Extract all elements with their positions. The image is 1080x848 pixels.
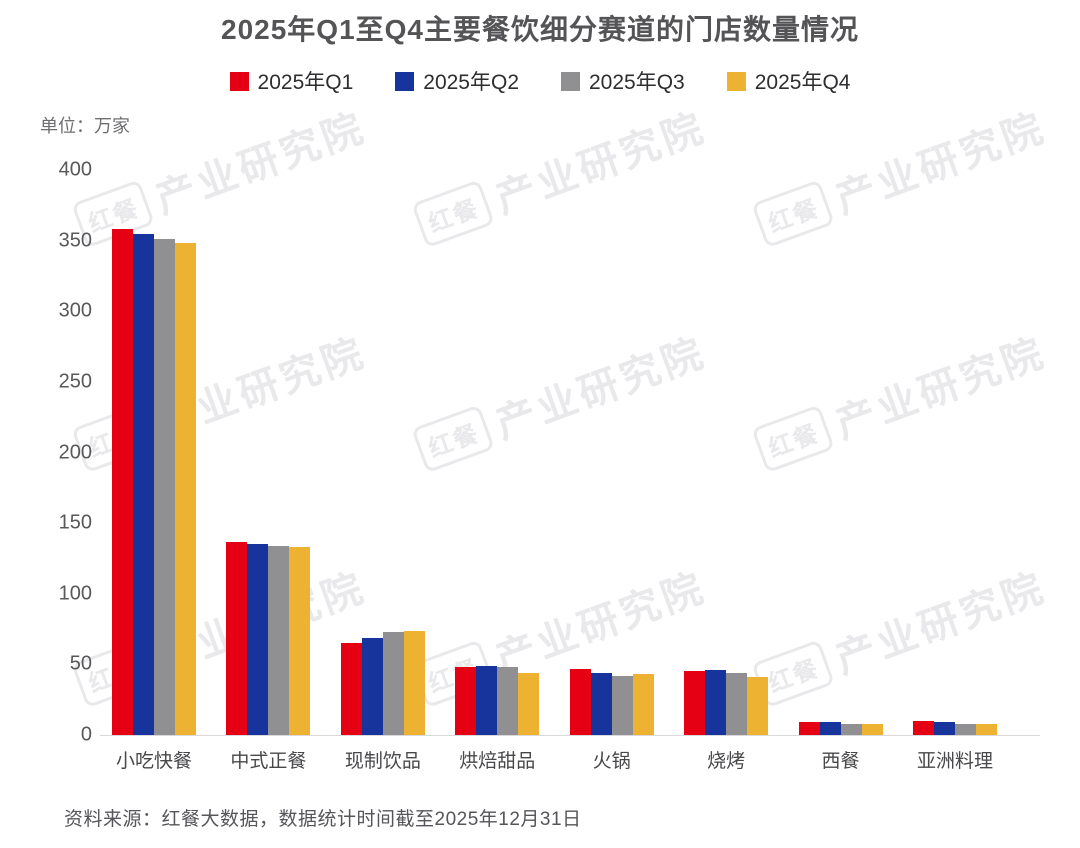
bar-group: 烧烤 (684, 170, 769, 772)
legend-label: 2025年Q4 (754, 71, 851, 94)
bar (247, 544, 269, 735)
bar (819, 722, 841, 735)
bar (133, 233, 154, 735)
bar (403, 630, 425, 735)
bar (268, 545, 290, 735)
bar (154, 239, 175, 735)
y-tick-label: 350 (58, 229, 92, 252)
bar (289, 547, 311, 735)
bar (975, 723, 997, 735)
bar-group: 中式正餐 (226, 170, 311, 772)
y-tick-label: 100 (58, 582, 92, 605)
bar (226, 541, 248, 735)
source-note: 资料来源：红餐大数据，数据统计时间截至2025年12月31日 (64, 809, 582, 830)
bar (840, 723, 862, 735)
bar-group: 西餐 (798, 170, 883, 772)
y-tick-label: 200 (58, 441, 92, 463)
bar (933, 722, 955, 735)
category-label: 亚洲料理 (916, 751, 993, 772)
bar-group: 现制饮品 (340, 170, 425, 772)
x-axis-line (100, 735, 1040, 736)
category-label: 中式正餐 (230, 751, 307, 772)
category-label: 现制饮品 (344, 751, 421, 772)
legend: 2025年Q1 2025年Q2 2025年Q3 2025年Q4 (0, 66, 1080, 96)
legend-item: 2025年Q4 (726, 66, 851, 96)
y-tick-label: 50 (69, 652, 92, 675)
bar (382, 631, 404, 735)
bar (175, 243, 196, 735)
bar (632, 674, 654, 735)
category-label: 火锅 (592, 751, 631, 772)
plot-area: 小吃快餐 中式正餐 现制饮品 烘焙甜品 火锅 烧烤 西餐 亚洲料理 (112, 170, 997, 772)
legend-label: 2025年Q3 (589, 71, 685, 94)
bar (361, 637, 383, 735)
bar (705, 670, 727, 735)
page-title: 2025年Q1至Q4主要餐饮细分赛道的门店数量情况 (221, 14, 859, 45)
legend-swatch-icon (395, 71, 415, 91)
bar-group: 烘焙甜品 (455, 170, 540, 772)
category-label: 西餐 (821, 751, 860, 772)
bar (476, 665, 498, 735)
bar (112, 229, 133, 735)
bar (455, 667, 477, 735)
category-label: 烘焙甜品 (459, 751, 536, 772)
legend-item: 2025年Q3 (561, 66, 685, 96)
legend-label: 2025年Q1 (257, 71, 354, 94)
y-tick-label: 400 (58, 158, 92, 181)
y-tick-label: 250 (58, 370, 92, 393)
bar (569, 668, 591, 735)
bar (798, 722, 820, 735)
bar (590, 672, 612, 735)
bar (912, 720, 934, 735)
y-axis-labels: 0 50 100 150 200 250 300 350 400 (0, 0, 92, 848)
bar (518, 672, 540, 735)
legend-swatch-icon (561, 71, 580, 91)
legend-swatch-icon (229, 71, 249, 91)
bar (497, 667, 519, 735)
bar (684, 671, 706, 735)
legend-swatch-icon (726, 71, 746, 91)
bar (954, 723, 976, 735)
bar (747, 677, 769, 735)
bar-group: 亚洲料理 (912, 170, 997, 772)
bar (726, 672, 748, 735)
category-label: 烧烤 (707, 751, 746, 772)
bar-group: 小吃快餐 (112, 170, 196, 772)
legend-label: 2025年Q2 (423, 71, 519, 94)
legend-item: 2025年Q1 (229, 66, 354, 96)
bar (611, 675, 633, 735)
bar (861, 723, 883, 735)
y-tick-label: 150 (58, 511, 92, 534)
unit-label: 单位：万家 (40, 116, 130, 136)
y-tick-label: 300 (58, 299, 92, 322)
bar (340, 643, 362, 735)
category-label: 小吃快餐 (115, 751, 193, 772)
bar-group: 火锅 (569, 170, 654, 772)
legend-item: 2025年Q2 (395, 66, 519, 96)
y-tick-label: 0 (80, 723, 92, 746)
